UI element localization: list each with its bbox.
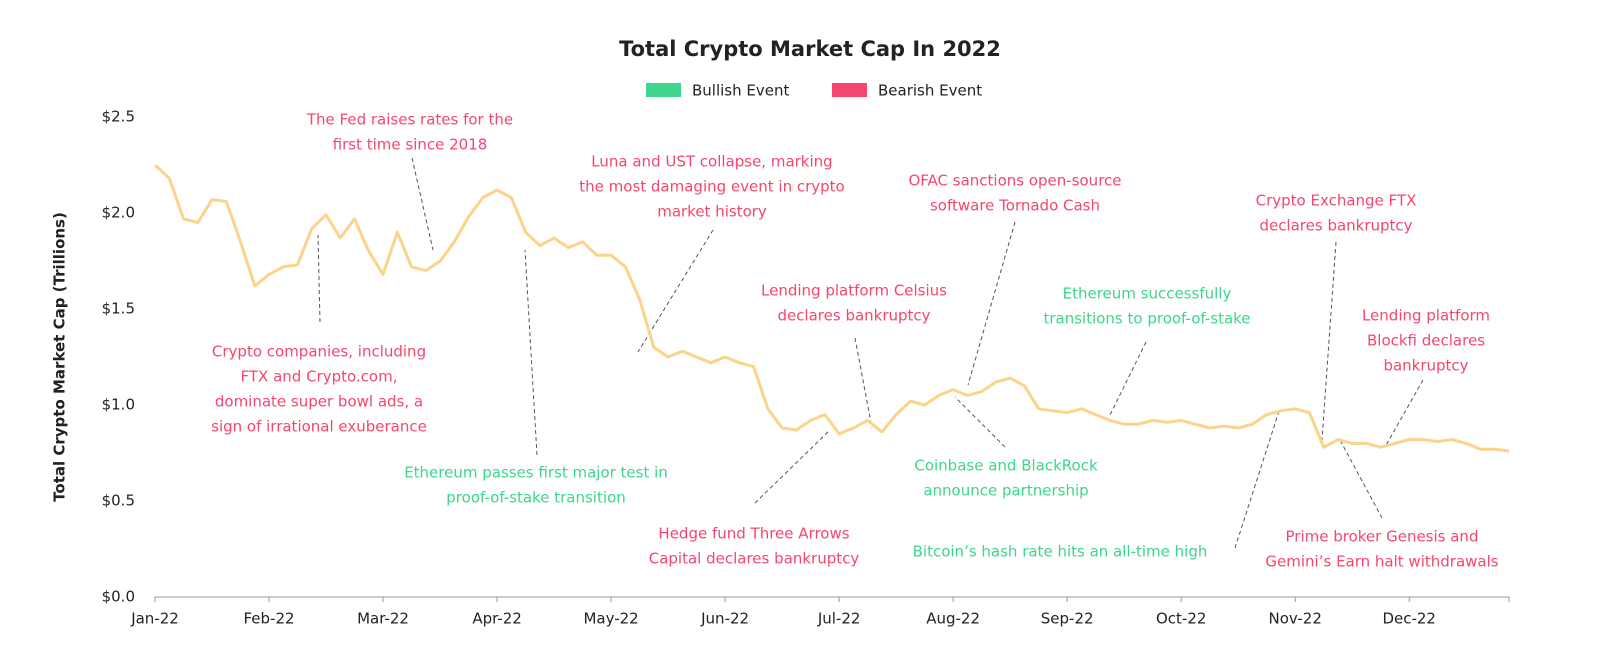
annotation: The Fed raises rates for the [306, 111, 513, 129]
leader-line [1234, 407, 1281, 549]
x-tick-label: Nov-22 [1269, 610, 1322, 628]
annotation: Lending platform [1362, 307, 1490, 325]
x-tick-label: Sep-22 [1041, 610, 1094, 628]
x-tick-label: Dec-22 [1382, 610, 1436, 628]
legend-label: Bullish Event [692, 82, 789, 100]
annotation: Ethereum successfully [1063, 285, 1232, 303]
leader-line [854, 337, 873, 429]
annotation: FTX and Crypto.com, [241, 368, 398, 386]
legend-swatch [646, 83, 681, 97]
annotation: first time since 2018 [333, 136, 488, 154]
annotation: proof-of-stake transition [446, 489, 625, 507]
annotation: declares bankruptcy [1259, 217, 1412, 235]
legend-swatch [832, 83, 867, 97]
annotation: Blockfi declares [1367, 332, 1485, 350]
x-tick-label: Jan-22 [130, 610, 179, 628]
annotation: market history [657, 203, 767, 221]
x-tick-label: Jun-22 [700, 610, 749, 628]
y-tick-label: $1.5 [102, 300, 135, 318]
annotation: Gemini’s Earn halt withdrawals [1265, 553, 1498, 571]
annotation: Ethereum passes first major test in [404, 464, 668, 482]
y-tick-label: $1.0 [102, 396, 135, 414]
x-tick-label: Aug-22 [926, 610, 980, 628]
annotation: Luna and UST collapse, marking [591, 153, 832, 171]
x-tick-label: May-22 [583, 610, 638, 628]
y-tick-label: $0.0 [102, 588, 135, 606]
y-axis-label: Total Crypto Market Cap (Trillions) [51, 212, 69, 502]
annotation: Hedge fund Three Arrows [658, 525, 849, 543]
x-tick-label: Apr-22 [472, 610, 522, 628]
x-tick-label: Mar-22 [357, 610, 409, 628]
y-tick-label: $2.0 [102, 204, 135, 222]
annotation: bankruptcy [1383, 357, 1468, 375]
y-tick-label: $0.5 [102, 492, 135, 510]
annotation: dominate super bowl ads, a [215, 393, 423, 411]
annotation: software Tornado Cash [930, 197, 1100, 215]
annotation: Capital declares bankruptcy [649, 550, 860, 568]
x-tick-label: Oct-22 [1156, 610, 1206, 628]
leader-line [1109, 341, 1147, 416]
annotation: Crypto companies, including [212, 343, 426, 361]
annotation: declares bankruptcy [777, 307, 930, 325]
leader-line [1384, 379, 1424, 448]
leader-line [317, 234, 321, 323]
chart-title: Total Crypto Market Cap In 2022 [619, 37, 1001, 61]
data-line [153, 163, 1510, 453]
legend-label: Bearish Event [878, 82, 982, 100]
annotation: announce partnership [923, 482, 1088, 500]
leader-line [967, 221, 1016, 386]
x-tick-label: Feb-22 [243, 610, 294, 628]
annotation: Coinbase and BlackRock [914, 457, 1098, 475]
leader-line [411, 157, 434, 251]
leader-line [1321, 241, 1337, 441]
annotation: the most damaging event in crypto [579, 178, 844, 196]
annotation: Crypto Exchange FTX [1256, 192, 1417, 210]
x-tick-label: Jul-22 [817, 610, 861, 628]
leader-line [1339, 439, 1383, 519]
annotation: Lending platform Celsius [761, 282, 947, 300]
leader-line [754, 429, 831, 504]
annotation: Bitcoin’s hash rate hits an all-time hig… [913, 543, 1208, 561]
annotation: OFAC sanctions open-source [908, 172, 1121, 190]
annotation: sign of irrational exuberance [211, 418, 427, 436]
annotation: transitions to proof-of-stake [1043, 310, 1250, 328]
annotation: Prime broker Genesis and [1286, 528, 1479, 546]
leader-line [954, 396, 1006, 448]
leader-line [524, 249, 538, 456]
y-tick-label: $2.5 [102, 108, 135, 126]
